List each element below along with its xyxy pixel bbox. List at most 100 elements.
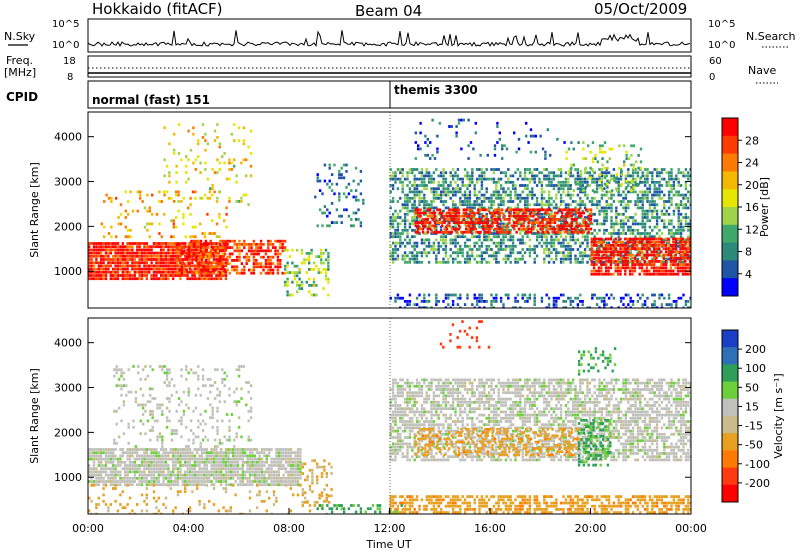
data-cell (100, 271, 102, 274)
data-cell (158, 451, 160, 454)
data-cell (138, 252, 140, 255)
data-cell (548, 251, 550, 254)
data-cell (143, 467, 145, 470)
data-cell (308, 252, 310, 255)
data-cell (150, 252, 152, 255)
data-cell (649, 203, 651, 206)
data-cell (428, 251, 430, 254)
data-cell (448, 212, 450, 215)
data-cell (608, 203, 610, 206)
data-cell (155, 464, 157, 467)
data-cell (591, 203, 593, 206)
data-cell (476, 261, 478, 264)
data-cell (616, 176, 618, 179)
data-cell (119, 477, 121, 480)
data-cell (195, 272, 197, 275)
data-cell (172, 277, 174, 280)
data-cell (457, 303, 459, 306)
data-cell (641, 238, 643, 241)
data-cell (675, 244, 677, 247)
data-cell (409, 168, 411, 171)
data-cell (282, 243, 284, 246)
data-cell (644, 191, 646, 194)
data-cell (421, 184, 423, 187)
data-cell (439, 218, 441, 221)
data-cell (435, 294, 437, 297)
data-cell (551, 221, 553, 224)
data-cell (642, 197, 644, 200)
data-cell (138, 258, 140, 261)
data-cell (517, 178, 519, 181)
data-cell (500, 194, 502, 197)
data-cell (624, 263, 626, 266)
data-cell (447, 258, 449, 261)
data-cell (563, 231, 565, 234)
data-cell (538, 171, 540, 174)
data-cell (212, 269, 214, 272)
data-cell (414, 216, 416, 219)
data-cell (175, 194, 177, 197)
data-cell (603, 229, 605, 232)
data-cell (649, 210, 651, 213)
data-cell (392, 171, 394, 174)
data-cell (668, 303, 670, 306)
data-cell (510, 191, 512, 194)
data-cell (672, 260, 674, 263)
data-cell (682, 241, 684, 244)
data-cell (527, 215, 529, 218)
data-cell (427, 144, 429, 147)
data-cell (131, 249, 133, 252)
data-cell (193, 240, 195, 243)
data-cell (550, 235, 552, 238)
data-cell (470, 221, 472, 224)
data-cell (517, 239, 519, 242)
data-cell (598, 203, 600, 206)
data-cell (329, 186, 331, 189)
data-cell (606, 194, 608, 197)
data-cell (117, 274, 119, 277)
data-cell (423, 297, 425, 300)
data-cell (452, 203, 454, 206)
data-cell (550, 171, 552, 174)
data-cell (534, 232, 536, 235)
data-cell (107, 255, 109, 258)
data-cell (392, 213, 394, 216)
data-cell (479, 208, 481, 211)
data-cell (183, 246, 185, 249)
data-cell (464, 197, 466, 200)
data-cell (435, 168, 437, 171)
data-cell (583, 221, 585, 224)
data-cell (560, 245, 562, 248)
data-cell (632, 232, 634, 235)
data-cell (505, 235, 507, 238)
data-cell (137, 191, 139, 194)
data-cell (646, 200, 648, 203)
data-cell (126, 255, 128, 258)
data-cell (187, 130, 189, 133)
data-cell (501, 224, 503, 227)
data-cell (525, 135, 527, 138)
data-cell (355, 199, 357, 202)
data-cell (574, 297, 576, 300)
data-cell (127, 235, 129, 238)
data-cell (625, 294, 627, 297)
data-cell (661, 303, 663, 306)
data-cell (483, 178, 485, 181)
data-cell (462, 181, 464, 184)
data-cell (477, 212, 479, 215)
data-cell (454, 245, 456, 248)
data-cell (441, 224, 443, 227)
data-cell (172, 274, 174, 277)
data-cell (565, 248, 567, 251)
data-cell (447, 261, 449, 264)
data-cell (501, 157, 503, 160)
data-cell (455, 231, 457, 234)
data-cell (478, 239, 480, 242)
data-cell (167, 258, 169, 261)
data-cell (286, 290, 288, 293)
data-cell (637, 154, 639, 157)
data-cell (172, 242, 174, 245)
data-cell (555, 297, 557, 300)
data-cell (216, 123, 218, 126)
data-cell (284, 240, 286, 243)
